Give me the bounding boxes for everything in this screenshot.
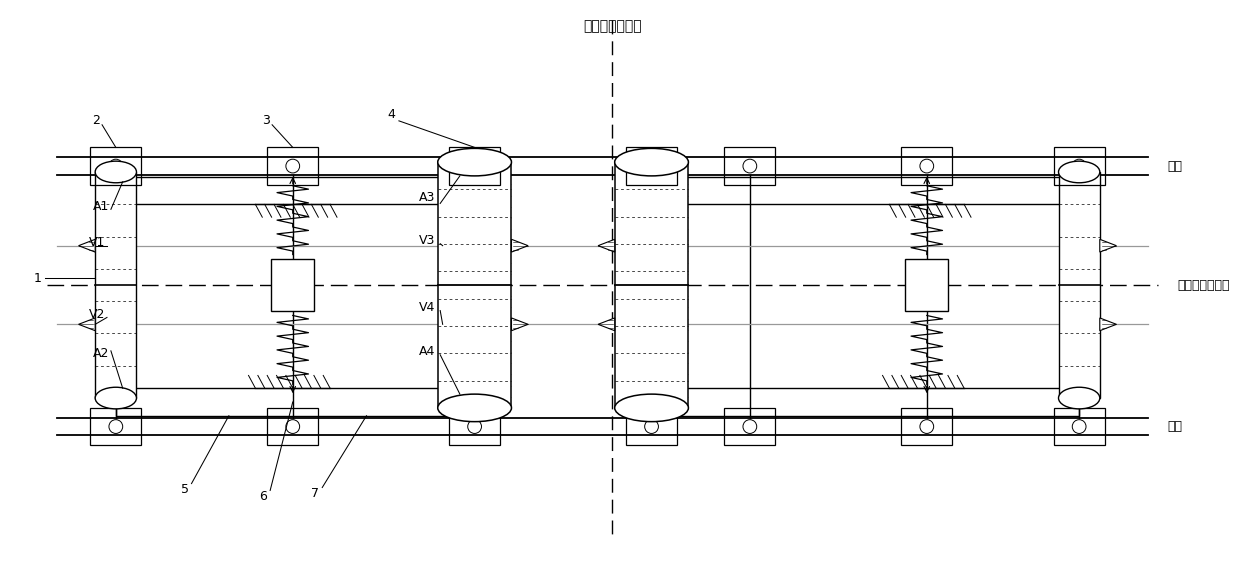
Text: 车体纵向中心线: 车体纵向中心线: [1177, 279, 1230, 292]
Text: V1: V1: [89, 236, 105, 249]
Ellipse shape: [437, 148, 512, 176]
Polygon shape: [78, 318, 95, 331]
Text: 轨道: 轨道: [1167, 420, 1182, 433]
Polygon shape: [512, 239, 528, 252]
Bar: [90, 147, 141, 185]
Bar: [725, 147, 776, 185]
Bar: [901, 408, 953, 445]
Polygon shape: [1100, 239, 1116, 252]
Bar: [725, 408, 776, 445]
Text: 轨道: 轨道: [1167, 159, 1182, 172]
Text: A2: A2: [93, 347, 109, 360]
Bar: [90, 408, 141, 445]
Ellipse shape: [95, 387, 136, 409]
Bar: [1053, 408, 1105, 445]
Polygon shape: [512, 318, 528, 331]
Text: 6: 6: [259, 490, 268, 503]
Bar: [268, 147, 318, 185]
Polygon shape: [1100, 318, 1116, 331]
Polygon shape: [598, 318, 615, 331]
Bar: [115, 388, 475, 416]
Text: V4: V4: [419, 301, 436, 314]
Bar: [449, 408, 501, 445]
Ellipse shape: [1058, 387, 1100, 409]
Text: 5: 5: [181, 483, 188, 496]
Ellipse shape: [615, 394, 689, 421]
Text: A3: A3: [419, 191, 436, 204]
Bar: [626, 147, 676, 185]
Text: 7: 7: [311, 487, 320, 500]
Bar: [449, 147, 501, 185]
Text: V2: V2: [89, 308, 105, 321]
Ellipse shape: [615, 148, 689, 176]
Bar: [906, 259, 948, 311]
Polygon shape: [598, 239, 615, 252]
Bar: [652, 177, 1079, 204]
Ellipse shape: [1058, 161, 1100, 183]
Text: V3: V3: [419, 234, 436, 247]
Polygon shape: [78, 239, 95, 252]
Bar: [1053, 147, 1105, 185]
Bar: [95, 172, 136, 398]
Ellipse shape: [437, 394, 512, 421]
Text: 4: 4: [387, 108, 395, 122]
Text: 2: 2: [92, 114, 100, 127]
Text: 车体横向中心线: 车体横向中心线: [582, 19, 642, 34]
Bar: [901, 147, 953, 185]
Ellipse shape: [95, 161, 136, 183]
Bar: [1058, 172, 1100, 398]
Bar: [652, 388, 1079, 416]
Bar: [268, 408, 318, 445]
Bar: [626, 408, 676, 445]
Text: A1: A1: [93, 200, 109, 213]
Bar: [615, 162, 689, 408]
Bar: [271, 259, 315, 311]
Text: A4: A4: [419, 345, 436, 359]
Bar: [437, 162, 512, 408]
Text: 1: 1: [33, 272, 41, 284]
Bar: [115, 177, 475, 204]
Text: 3: 3: [263, 114, 270, 127]
